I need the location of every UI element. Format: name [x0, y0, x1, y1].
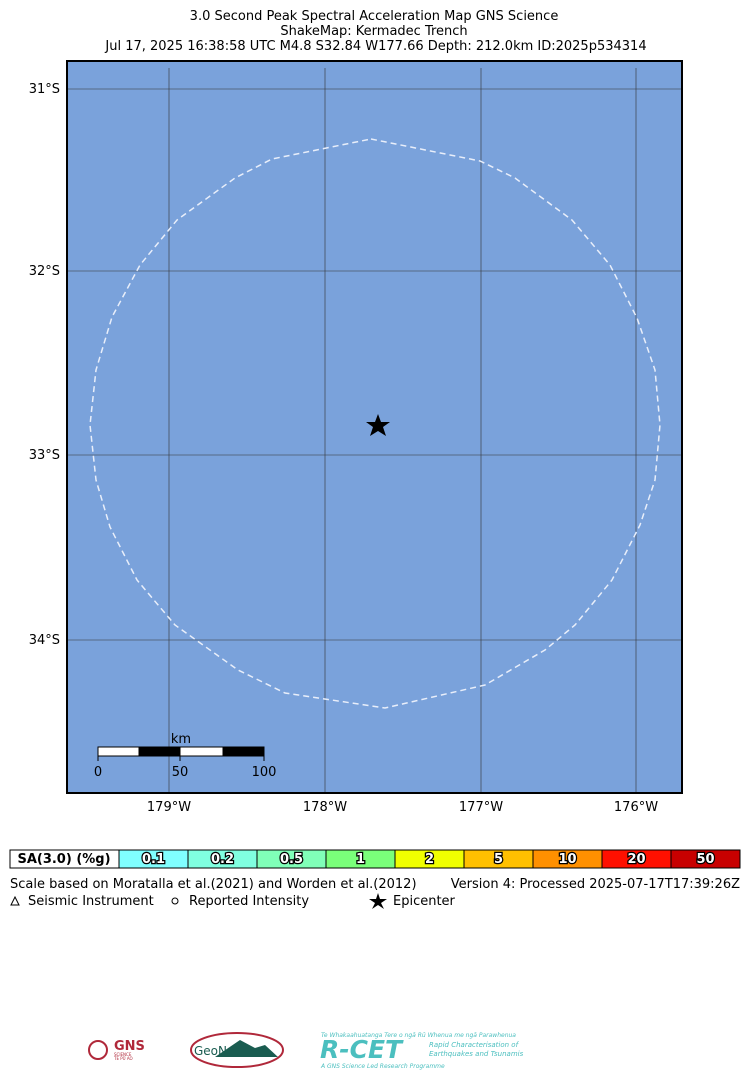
scale-label: 100 — [252, 765, 277, 780]
logo-text: TE PŪ AO — [113, 1056, 133, 1061]
version-note: Version 4: Processed 2025-07-17T17:39:26… — [451, 877, 740, 892]
epicenter — [366, 414, 390, 436]
lon-label: 178°W — [303, 800, 347, 815]
rcet-logo: Te Whakaahuatanga Tere o ngā Rū Whenua m… — [320, 1032, 524, 1070]
scale-note: Scale based on Moratalla et al.(2021) an… — [10, 877, 417, 892]
subtitle: ShakeMap: Kermadec Trench — [280, 24, 467, 39]
logo-text: GeoNet — [194, 1044, 239, 1058]
epicenter-icon — [369, 893, 387, 909]
logo-text: GNS — [114, 1039, 145, 1054]
colorbar-level: 50 — [696, 852, 714, 867]
lat-label: 33°S — [29, 448, 60, 463]
colorbar-level: 2 — [425, 852, 434, 867]
colorbar-level: 0.2 — [211, 852, 234, 867]
colorbar-level: 20 — [627, 852, 645, 867]
logo-text: SCIENCE — [114, 1052, 132, 1057]
scale-bar: km 0 50 100 — [94, 732, 277, 780]
map-frame — [66, 60, 683, 794]
scale-unit: km — [171, 732, 191, 747]
event-info: Jul 17, 2025 16:38:58 UTC M4.8 S32.84 W1… — [104, 39, 646, 54]
lat-label: 31°S — [29, 82, 60, 97]
logo-text: A GNS Science Led Research Programme — [320, 1063, 445, 1070]
colorbar-level: 5 — [494, 852, 503, 867]
geonet-logo: GeoNet — [190, 1032, 284, 1068]
title: 3.0 Second Peak Spectral Acceleration Ma… — [190, 9, 559, 24]
scale-label: 50 — [172, 765, 189, 780]
logo-text: R-CET — [320, 1035, 404, 1064]
colorbar-label: SA(3.0) (%g) — [17, 852, 110, 867]
gns-logo: GNS SCIENCE TE PŪ AO — [88, 1039, 145, 1061]
lon-label: 177°W — [459, 800, 503, 815]
logo-text: Te Whakaahuatanga Tere o ngā Rū Whenua m… — [321, 1032, 516, 1039]
lat-label: 32°S — [29, 264, 60, 279]
colorbar-cell — [670, 849, 741, 869]
legend-item: Seismic Instrument — [28, 894, 154, 909]
intensity-icon — [171, 897, 179, 905]
distance-ring — [89, 138, 661, 709]
colorbar-level: 1 — [356, 852, 365, 867]
colorbar-level: 0.1 — [142, 852, 165, 867]
lon-label: 176°W — [614, 800, 658, 815]
legend-item: Reported Intensity — [189, 894, 309, 909]
lat-label: 34°S — [29, 633, 60, 648]
map: km 0 50 100 — [66, 60, 683, 794]
logo-text: Rapid Characterisation of — [429, 1041, 520, 1049]
lon-label: 179°W — [147, 800, 191, 815]
logo-text: Earthquakes and Tsunamis — [429, 1050, 524, 1058]
scale-label: 0 — [94, 765, 102, 780]
colorbar-level: 10 — [558, 852, 576, 867]
instrument-icon — [10, 895, 20, 906]
colorbar-level: 0.5 — [280, 852, 303, 867]
colorbar: SA(3.0) (%g) 0.1 0.2 0.5 1 2 5 10 20 50 — [9, 849, 741, 869]
legend-item: Epicenter — [393, 894, 456, 909]
